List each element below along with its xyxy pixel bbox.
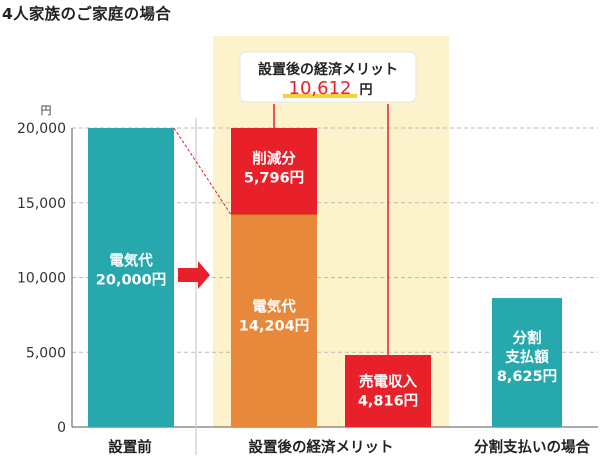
- bar-before: [88, 128, 174, 427]
- x-category-label: 設置前: [108, 438, 152, 456]
- callout-box: [239, 51, 417, 103]
- bar-after-sales: [345, 355, 431, 427]
- bar-label-before: 20,000円: [96, 272, 166, 289]
- bar-label-after-reduction: 削減分: [252, 150, 296, 168]
- bar-label-after-electric: 14,204円: [239, 318, 309, 335]
- callout-unit: 円: [359, 83, 372, 98]
- y-tick-label: 10,000: [17, 271, 66, 287]
- bar-label-after-reduction: 5,796円: [244, 170, 304, 187]
- x-category-label: 分割支払いの場合: [474, 438, 590, 456]
- bar-label-after-sales: 売電収入: [359, 373, 417, 391]
- bar-after-reduction: [231, 128, 317, 215]
- x-category-label: 設置後の経済メリット: [249, 438, 394, 456]
- connector-dashed-line: [173, 127, 232, 215]
- callout-value: 10,612: [289, 78, 352, 99]
- bar-label-after-sales: 4,816円: [358, 393, 418, 410]
- y-tick-label: 20,000: [17, 121, 66, 137]
- bar-label-before: 電気代: [109, 252, 153, 270]
- bar-label-installment: 8,625円: [497, 368, 557, 385]
- bar-label-installment: 支払額: [505, 348, 549, 366]
- bar-label-installment: 分割: [513, 329, 542, 347]
- y-unit-label: 円: [41, 104, 52, 117]
- callout-title: 設置後の経済メリット: [258, 61, 398, 78]
- right-arrow-icon: [178, 261, 210, 289]
- callout-value-underline: [283, 94, 357, 98]
- bar-label-after-electric: 電気代: [252, 298, 296, 316]
- y-tick-label: 15,000: [17, 196, 66, 212]
- y-tick-label: 5,000: [26, 345, 66, 361]
- bar-after-electric: [231, 214, 317, 427]
- bar-installment: [492, 298, 562, 427]
- chart-title: 4人家族のご家庭の場合: [2, 5, 172, 23]
- y-tick-label: 0: [57, 420, 66, 436]
